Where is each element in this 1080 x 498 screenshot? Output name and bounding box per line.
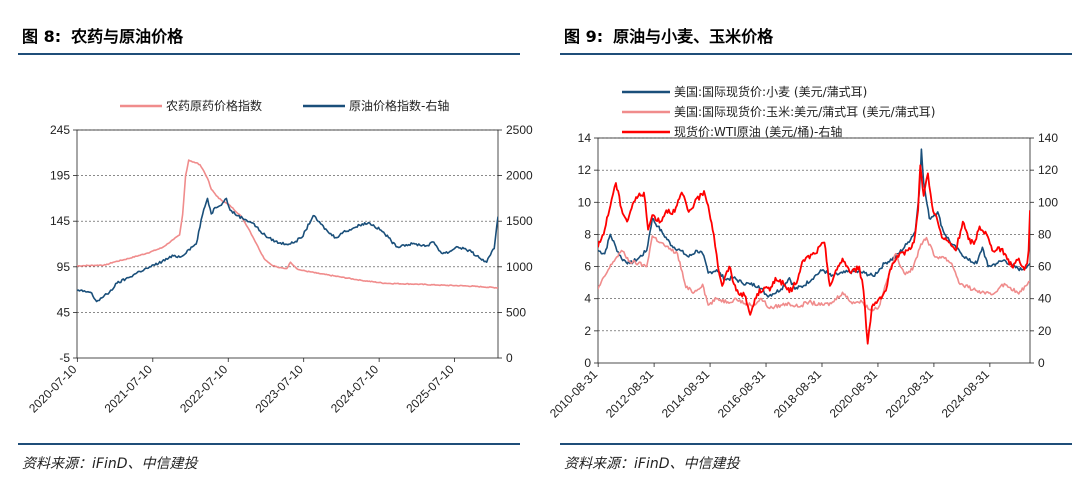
right-tick-label: 100	[1038, 195, 1058, 209]
right-tick-label: 1000	[506, 260, 533, 274]
x-tick-label: 2022-07-10	[177, 362, 231, 416]
right-tick-label: 120	[1038, 163, 1058, 177]
figure-title: 图 9: 原油与小麦、玉米价格	[564, 23, 773, 47]
x-tick-label: 2010-08-31	[547, 367, 601, 421]
figure-title-text: 原油与小麦、玉米价格	[613, 27, 774, 46]
x-tick-label: 2020-07-10	[26, 362, 80, 416]
figure-title-text: 农药与原油价格	[71, 27, 184, 46]
left-tick-label: 45	[57, 305, 71, 319]
left-figure: 图 8: 农药与原油价格 245 195 145 95 45 -5 2500 2000 1500 1…	[0, 0, 533, 498]
source-note: 资料来源：iFinD、中信建投	[22, 456, 198, 472]
left-tick-label: 10	[578, 195, 592, 209]
left-tick-label: 2	[584, 324, 591, 338]
left-tick-label: 6	[584, 260, 591, 274]
series-line	[598, 148, 1030, 298]
left-tick-label: 4	[584, 292, 591, 306]
right-tick-label: 1500	[506, 214, 533, 228]
plot-frame	[76, 129, 499, 359]
source-note: 资料来源：iFinD、中信建投	[564, 456, 740, 472]
bottom-rule	[560, 443, 1072, 445]
figure-number: 图 8:	[22, 27, 62, 46]
right-tick-label: 60	[1038, 260, 1052, 274]
right-tick-label: 2500	[506, 123, 533, 137]
left-tick-label: 8	[584, 227, 591, 241]
left-tick-label: 0	[584, 356, 591, 370]
x-tick-label: 2025-07-10	[403, 362, 457, 416]
figure-number: 图 9:	[564, 27, 604, 46]
left-tick-label: 145	[50, 214, 70, 228]
top-rule	[18, 53, 520, 55]
right-tick-label: 0	[1038, 356, 1045, 370]
left-tick-label: 245	[50, 123, 70, 137]
right-figure: 图 9: 原油与小麦、玉米价格 14 12 10 8 6 4 2 0 140 120 100 80 60 4…	[542, 0, 1080, 498]
x-tick-label: 2016-08-31	[715, 367, 769, 421]
pesticide-oil-chart: 245 195 145 95 45 -5 2500 2000 1500 1000 500 0 2020-…	[26, 98, 533, 416]
x-tick-label: 2024-08-31	[939, 367, 993, 421]
right-tick-label: 2000	[506, 169, 533, 183]
x-tick-label: 2020-08-31	[827, 367, 881, 421]
x-tick-label: 2023-07-10	[253, 362, 307, 416]
series-line	[77, 197, 498, 303]
x-tick-label: 2022-08-31	[883, 367, 937, 421]
x-tick-label: 2014-08-31	[659, 367, 713, 421]
right-tick-label: 0	[506, 351, 513, 365]
bottom-rule	[18, 443, 520, 445]
series-line	[598, 164, 1030, 345]
left-tick-label: -5	[59, 351, 70, 365]
plot-frame	[597, 137, 1031, 364]
right-tick-label: 20	[1038, 324, 1052, 338]
right-tick-label: 80	[1038, 227, 1052, 241]
left-tick-label: 195	[50, 169, 70, 183]
right-tick-label: 140	[1038, 131, 1058, 145]
top-rule	[560, 53, 1072, 55]
legend-label: 现货价:WTI原油 (美元/桶)-右轴	[674, 124, 842, 139]
x-tick-label: 2018-08-31	[771, 367, 825, 421]
series-line	[598, 235, 1030, 312]
left-tick-label: 14	[578, 131, 592, 145]
legend-label: 原油价格指数-右轴	[349, 98, 449, 113]
right-tick-label: 40	[1038, 292, 1052, 306]
legend-label: 美国:国际现货价:小麦 (美元/蒲式耳)	[674, 84, 867, 99]
x-tick-label: 2024-07-10	[328, 362, 382, 416]
legend-label: 美国:国际现货价:玉米:美元/蒲式耳 (美元/蒲式耳)	[674, 104, 935, 119]
series-line	[77, 159, 498, 289]
left-tick-label: 12	[578, 163, 592, 177]
legend-label: 农药原药价格指数	[166, 98, 262, 113]
x-tick-label: 2021-07-10	[102, 362, 156, 416]
figure-title: 图 8: 农药与原油价格	[22, 23, 183, 47]
right-tick-label: 500	[506, 305, 526, 319]
x-tick-label: 2012-08-31	[603, 367, 657, 421]
left-tick-label: 95	[57, 260, 71, 274]
